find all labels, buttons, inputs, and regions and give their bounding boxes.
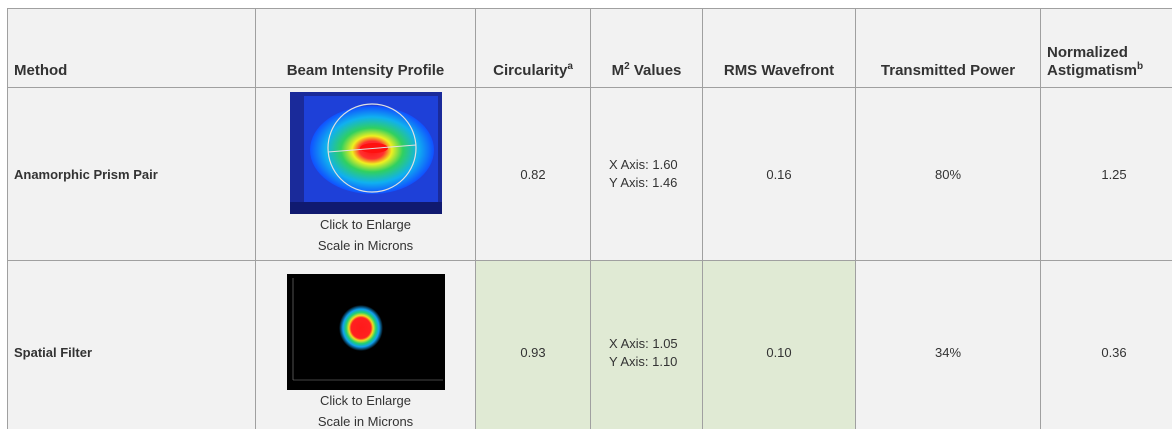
header-text: Beam Intensity Profile: [287, 62, 445, 79]
page: Method Beam Intensity Profile Circularit…: [0, 0, 1172, 429]
comparison-table: Method Beam Intensity Profile Circularit…: [7, 8, 1172, 429]
rms-cell: 0.10: [703, 261, 856, 429]
beam-profile-image[interactable]: [290, 92, 442, 214]
image-cell: Click to Enlarge Scale in Microns: [256, 261, 476, 429]
power-cell: 80%: [856, 88, 1041, 261]
data-row: Anamorphic Prism Pair Click to Enlarge S…: [8, 88, 1172, 261]
m2-value: Y Axis: 1.46: [609, 174, 696, 192]
method-cell: Anamorphic Prism Pair: [8, 88, 256, 261]
header-cell: Transmitted Power: [856, 9, 1041, 88]
header-cell: Circularitya: [476, 9, 591, 88]
m2-value: X Axis: 1.05: [609, 335, 696, 353]
header-cell: Normalized Astigmatismb: [1041, 9, 1172, 88]
header-text: Transmitted Power: [881, 62, 1015, 79]
beam-profile-image[interactable]: [287, 274, 445, 390]
superscript: 2: [624, 61, 630, 72]
astigmatism-cell: 1.25: [1041, 88, 1172, 261]
header-text: M: [612, 62, 625, 79]
header-cell: RMS Wavefront: [703, 9, 856, 88]
image-cell: Click to Enlarge Scale in Microns: [256, 88, 476, 261]
header-cell: Method: [8, 9, 256, 88]
header-text: Method: [14, 62, 67, 79]
image-caption[interactable]: Click to Enlarge: [262, 390, 469, 411]
header-row: Method Beam Intensity Profile Circularit…: [8, 9, 1172, 88]
image-caption: Scale in Microns: [262, 235, 469, 256]
power-cell: 34%: [856, 261, 1041, 429]
header-text: Circularity: [493, 62, 567, 79]
header-text: Normalized Astigmatism: [1047, 44, 1137, 79]
rms-cell: 0.16: [703, 88, 856, 261]
m2-value: Y Axis: 1.10: [609, 353, 696, 371]
footnote-mark: a: [567, 61, 573, 72]
image-caption[interactable]: Click to Enlarge: [262, 214, 469, 235]
header-text: Values: [634, 62, 682, 79]
circularity-cell: 0.82: [476, 88, 591, 261]
astigmatism-cell: 0.36: [1041, 261, 1172, 429]
header-text: RMS Wavefront: [724, 62, 834, 79]
header-cell: Beam Intensity Profile: [256, 9, 476, 88]
m2-value: X Axis: 1.60: [609, 156, 696, 174]
circularity-cell: 0.93: [476, 261, 591, 429]
image-caption: Scale in Microns: [262, 411, 469, 429]
header-cell: M2 Values: [591, 9, 703, 88]
method-cell: Spatial Filter: [8, 261, 256, 429]
footnote-mark: b: [1137, 61, 1143, 72]
data-row: Spatial Filter Click to Enlarge Scale in…: [8, 261, 1172, 429]
